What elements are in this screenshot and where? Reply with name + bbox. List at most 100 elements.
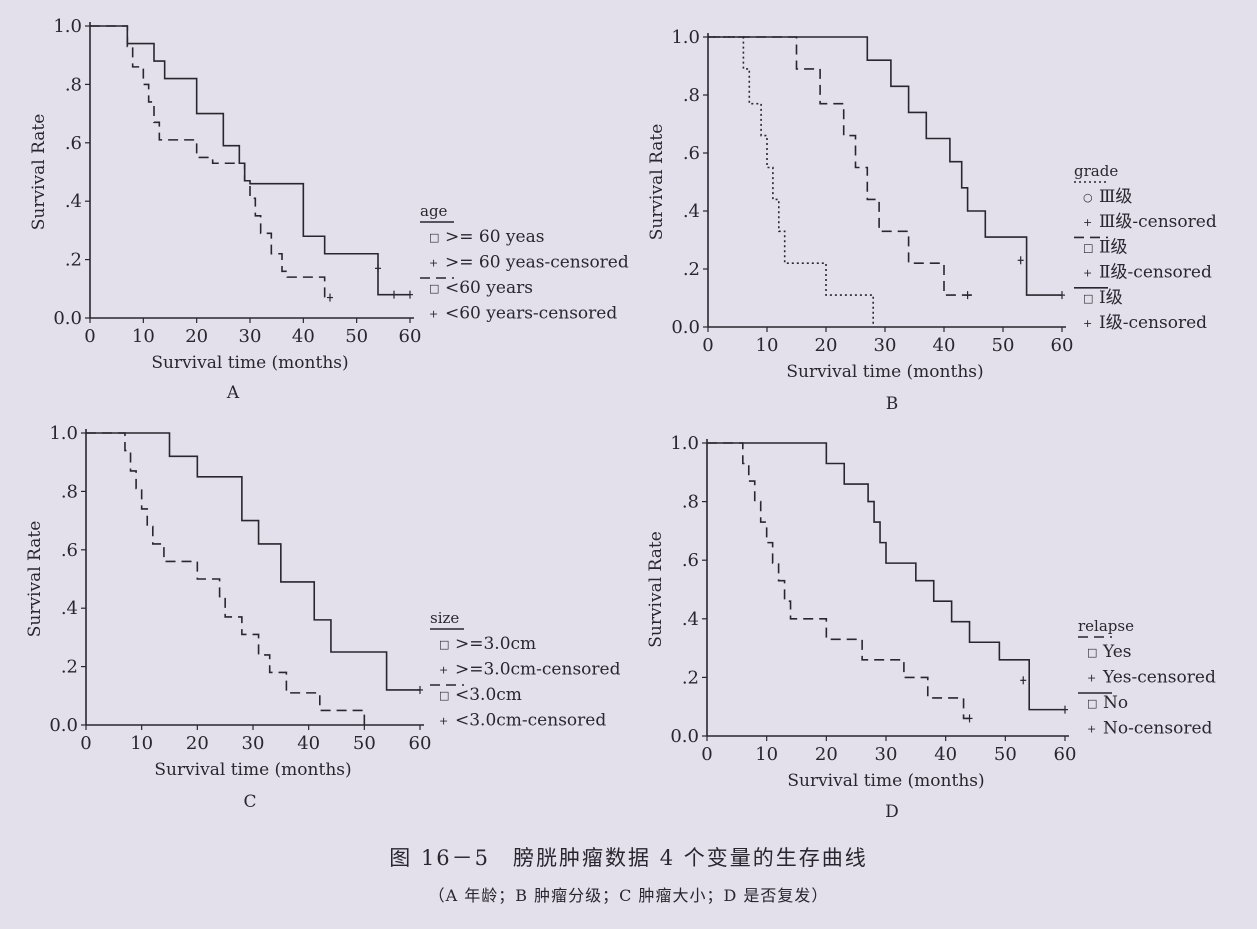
x-axis-label: Survival time (months) bbox=[787, 771, 984, 791]
x-tick-label: 20 bbox=[186, 733, 209, 754]
panel-d: 0 10 20 30 40 50 60 0.0 .2 .4 .6 .8 1.0 Survival time… bbox=[646, 433, 1216, 822]
panel-letter: C bbox=[243, 792, 256, 812]
legend-marker: □ bbox=[1087, 646, 1097, 659]
legend-title: relapse bbox=[1078, 617, 1134, 635]
legend-marker: □ bbox=[1083, 292, 1093, 305]
legend: age □ >= 60 yeas + >= 60 yeas-censored □ <60 y… bbox=[420, 202, 629, 324]
x-tick-label: 50 bbox=[353, 733, 376, 754]
y-tick-label: 0.0 bbox=[53, 308, 82, 329]
x-tick-label: 30 bbox=[875, 744, 898, 765]
survival-curve bbox=[708, 36, 874, 327]
y-axis-label: Survival Rate bbox=[29, 114, 49, 231]
y-tick-label: .6 bbox=[65, 133, 82, 154]
x-tick-label: 50 bbox=[992, 335, 1015, 356]
y-tick-label: .4 bbox=[65, 191, 82, 212]
legend-label: Ⅰ级-censored bbox=[1099, 313, 1207, 333]
x-tick-label: 30 bbox=[242, 733, 265, 754]
survival-curve bbox=[708, 36, 974, 296]
legend: size □ >=3.0cm + >=3.0cm-censored □ <3.0cm + <3.… bbox=[430, 609, 621, 731]
y-tick-label: .2 bbox=[682, 667, 699, 688]
legend-label: Ⅲ级 bbox=[1099, 187, 1132, 207]
x-tick-label: 40 bbox=[934, 744, 957, 765]
y-axis-label: Survival Rate bbox=[646, 531, 666, 648]
x-tick-label: 20 bbox=[815, 744, 838, 765]
panel-letter: D bbox=[885, 802, 899, 822]
legend-marker: + bbox=[439, 715, 448, 728]
y-tick-label: .6 bbox=[683, 143, 700, 164]
legend-marker: □ bbox=[429, 282, 439, 295]
legend-marker: □ bbox=[1083, 241, 1093, 254]
survival-curve bbox=[90, 25, 330, 299]
panel-letter: A bbox=[226, 383, 240, 403]
legend-title: grade bbox=[1074, 162, 1118, 180]
panel-letter: B bbox=[886, 394, 899, 414]
x-tick-label: 50 bbox=[994, 744, 1017, 765]
legend-marker: □ bbox=[1087, 697, 1097, 710]
x-tick-label: 20 bbox=[815, 335, 838, 356]
legend-label: Ⅱ级-censored bbox=[1099, 263, 1212, 283]
y-tick-label: 1.0 bbox=[49, 423, 78, 444]
legend-label: >=3.0cm-censored bbox=[455, 660, 621, 680]
y-tick-label: .2 bbox=[65, 250, 82, 271]
legend-label: <3.0cm bbox=[455, 685, 522, 705]
legend-marker: + bbox=[1083, 267, 1092, 280]
legend-label: Yes-censored bbox=[1102, 668, 1216, 688]
legend-marker: + bbox=[1087, 672, 1096, 685]
legend-label: Ⅱ级 bbox=[1099, 237, 1128, 257]
x-tick-label: 20 bbox=[185, 326, 208, 347]
x-tick-label: 0 bbox=[80, 733, 91, 754]
x-tick-label: 40 bbox=[297, 733, 320, 754]
y-tick-label: 0.0 bbox=[670, 726, 699, 747]
y-tick-label: .8 bbox=[682, 492, 699, 513]
legend-title: size bbox=[430, 609, 459, 627]
legend-marker: + bbox=[1083, 216, 1092, 229]
panel-a: 0 10 20 30 40 50 60 0.0 .2 .4 .6 .8 1.0 Survival time… bbox=[29, 16, 629, 403]
x-axis-label: Survival time (months) bbox=[786, 362, 983, 382]
legend: grade ○ Ⅲ级 + Ⅲ级-censored □ Ⅱ级 + Ⅱ级-censored □ Ⅰ级 + Ⅰ… bbox=[1074, 162, 1217, 333]
legend-label: Ⅲ级-censored bbox=[1099, 212, 1217, 232]
legend-marker: ○ bbox=[1083, 191, 1093, 204]
y-tick-label: 1.0 bbox=[670, 433, 699, 454]
survival-curve bbox=[86, 432, 366, 725]
x-tick-label: 60 bbox=[399, 326, 422, 347]
legend: relapse □ Yes + Yes-censored □ No + No-censored bbox=[1078, 617, 1216, 739]
x-tick-label: 30 bbox=[874, 335, 897, 356]
legend-label: <60 years bbox=[445, 278, 533, 298]
legend-label: No bbox=[1103, 693, 1128, 713]
x-axis-label: Survival time (months) bbox=[151, 353, 348, 373]
y-tick-label: 1.0 bbox=[671, 27, 700, 48]
y-tick-label: 0.0 bbox=[49, 715, 78, 736]
figure-caption-subtitle: （A 年龄；B 肿瘤分级；C 肿瘤大小；D 是否复发） bbox=[428, 886, 829, 905]
survival-curve bbox=[86, 432, 420, 691]
y-tick-label: .4 bbox=[61, 598, 78, 619]
survival-curve bbox=[707, 442, 1065, 711]
legend-label: <3.0cm-censored bbox=[455, 711, 606, 731]
y-tick-label: .6 bbox=[682, 550, 699, 571]
x-tick-label: 0 bbox=[84, 326, 95, 347]
x-tick-label: 50 bbox=[345, 326, 368, 347]
x-axis-label: Survival time (months) bbox=[154, 760, 351, 780]
legend-marker: + bbox=[429, 308, 438, 321]
legend-marker: + bbox=[1087, 723, 1096, 736]
y-tick-label: .2 bbox=[683, 259, 700, 280]
legend-marker: □ bbox=[439, 638, 449, 651]
legend-marker: □ bbox=[429, 231, 439, 244]
legend-label: Yes bbox=[1102, 642, 1132, 662]
y-axis-label: Survival Rate bbox=[647, 124, 667, 241]
y-tick-label: 0.0 bbox=[671, 317, 700, 338]
y-tick-label: .4 bbox=[682, 609, 699, 630]
legend-marker: + bbox=[429, 257, 438, 270]
y-tick-label: .8 bbox=[61, 481, 78, 502]
x-tick-label: 0 bbox=[701, 744, 712, 765]
y-tick-label: 1.0 bbox=[53, 16, 82, 37]
y-tick-label: .6 bbox=[61, 540, 78, 561]
legend-label: >=3.0cm bbox=[455, 634, 536, 654]
legend-label: >= 60 yeas bbox=[445, 227, 544, 247]
legend-label: <60 years-censored bbox=[445, 304, 617, 324]
x-tick-label: 40 bbox=[292, 326, 315, 347]
legend-label: Ⅰ级 bbox=[1099, 288, 1123, 308]
x-tick-label: 60 bbox=[409, 733, 432, 754]
x-tick-label: 10 bbox=[756, 335, 779, 356]
x-tick-label: 0 bbox=[702, 335, 713, 356]
legend-marker: + bbox=[439, 664, 448, 677]
